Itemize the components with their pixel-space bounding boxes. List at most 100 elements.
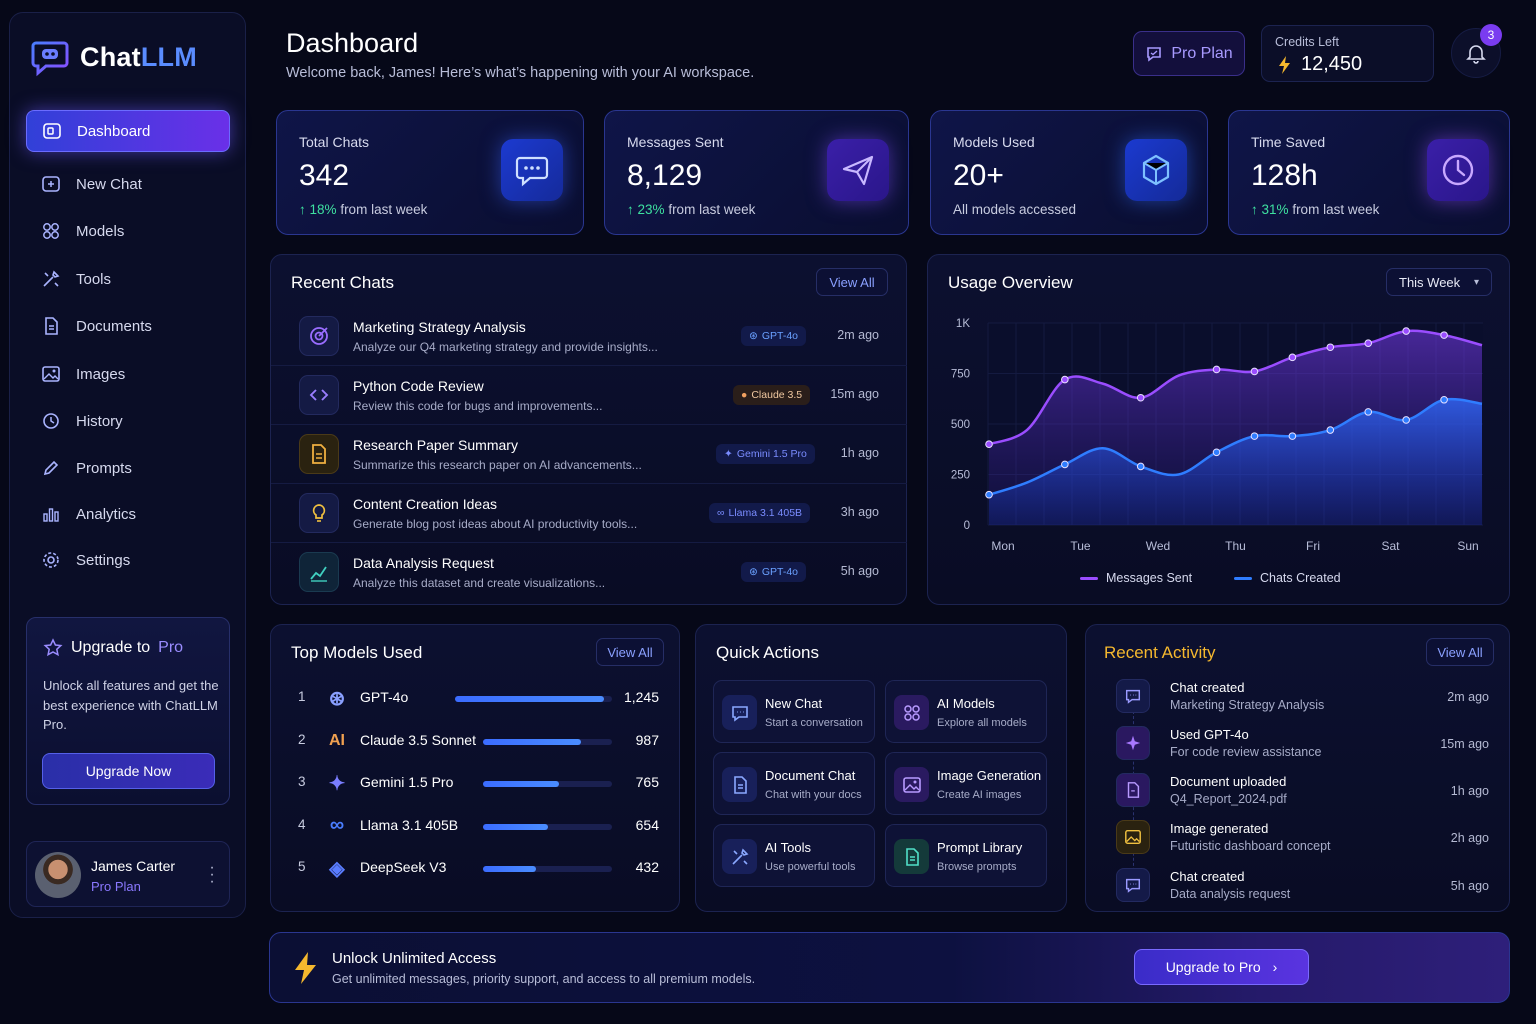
upgrade-description: Unlock all features and get the best exp… xyxy=(43,678,219,732)
chat-time: 5h ago xyxy=(840,564,879,578)
upgrade-now-button[interactable]: Upgrade Now xyxy=(42,753,215,789)
pro-plan-button[interactable]: Pro Plan xyxy=(1133,31,1245,76)
legend-swatch xyxy=(1234,576,1252,580)
model-row[interactable]: 4 ∞ Llama 3.1 405B 654 xyxy=(271,805,681,847)
sidebar-item-label: Settings xyxy=(76,551,131,569)
quick-action-prompt-library[interactable]: Prompt Library Browse prompts xyxy=(885,824,1047,887)
model-count: 987 xyxy=(635,731,659,748)
model-count: 765 xyxy=(635,774,659,790)
stat-label: Total Chats xyxy=(299,134,370,150)
data-point[interactable] xyxy=(1364,339,1373,348)
activity-item[interactable]: Chat created Data analysis request 5h ag… xyxy=(1086,864,1511,911)
more-icon[interactable]: · · · xyxy=(209,859,215,890)
activity-item[interactable]: Chat created Marketing Strategy Analysis… xyxy=(1086,675,1511,722)
stat-card-models-used: Models Used 20+ All models accessed xyxy=(930,110,1208,235)
model-name: GPT-4o xyxy=(360,689,409,705)
data-point[interactable] xyxy=(1250,432,1259,440)
sidebar-item-settings[interactable]: Settings xyxy=(26,539,230,581)
model-row[interactable]: 3 ✦ Gemini 1.5 Pro 765 xyxy=(271,762,681,804)
sidebar-item-label: History xyxy=(76,412,123,430)
recent-chats-panel: Recent Chats View All Marketing Strategy… xyxy=(270,254,907,605)
data-point[interactable] xyxy=(1061,460,1069,469)
data-point[interactable] xyxy=(1402,416,1410,424)
gemini-icon: ✦ xyxy=(724,448,733,460)
quick-action-ai-models[interactable]: AI Models Explore all models xyxy=(885,680,1047,743)
x-tick-label: Tue xyxy=(1070,539,1091,553)
cube-icon xyxy=(1125,139,1187,201)
quick-action-ai-tools[interactable]: AI Tools Use powerful tools xyxy=(713,824,875,887)
data-point[interactable] xyxy=(1212,365,1221,374)
chat-row[interactable]: Research Paper Summary ✦ Gemini 1.5 Pro S… xyxy=(271,425,907,484)
activity-item[interactable]: Document uploaded Q4_Report_2024.pdf 1h … xyxy=(1086,769,1511,816)
sidebar-item-models[interactable]: Models xyxy=(26,210,230,252)
sidebar-item-dashboard[interactable]: Dashboard xyxy=(26,110,230,152)
model-row[interactable]: 5 ◈ DeepSeek V3 432 xyxy=(271,847,681,889)
chat-row[interactable]: Content Creation Ideas Generate blog pos… xyxy=(271,484,907,543)
app-logo[interactable]: ChatLLM xyxy=(30,37,197,77)
data-point[interactable] xyxy=(1402,327,1410,335)
x-tick-label: Mon xyxy=(991,539,1014,553)
user-card[interactable]: James Carter Pro Plan · · · xyxy=(26,841,230,907)
model-rank: 4 xyxy=(298,816,306,832)
data-point[interactable] xyxy=(1061,375,1069,384)
data-point[interactable] xyxy=(1440,331,1448,339)
lightbulb-icon xyxy=(299,493,339,533)
sidebar-item-new-chat[interactable]: New Chat xyxy=(26,163,230,205)
y-tick-label: 0 xyxy=(964,520,970,532)
openai-icon: ⊛ xyxy=(328,687,346,710)
data-point[interactable] xyxy=(985,490,993,499)
range-select[interactable]: This Week ▾ xyxy=(1386,268,1492,296)
data-point[interactable] xyxy=(1326,426,1335,434)
data-point[interactable] xyxy=(1136,462,1145,471)
sidebar-item-history[interactable]: History xyxy=(26,400,230,442)
data-point[interactable] xyxy=(1440,395,1448,404)
quick-action-new-chat[interactable]: New Chat Start a conversation xyxy=(713,680,875,743)
chat-row[interactable]: Python Code Review Review this code for … xyxy=(271,366,907,425)
data-point[interactable] xyxy=(985,440,993,448)
upgrade-to-pro-button[interactable]: Upgrade to Pro › xyxy=(1134,949,1309,985)
view-all-button[interactable]: View All xyxy=(596,638,664,666)
chat-title: Python Code Review xyxy=(353,378,484,394)
data-point[interactable] xyxy=(1212,448,1221,457)
chat-title: Data Analysis Request xyxy=(353,555,494,571)
sidebar-item-prompts[interactable]: Prompts xyxy=(26,447,230,489)
crown-chat-icon xyxy=(1145,45,1163,63)
panel-title: Top Models Used xyxy=(291,643,423,662)
sidebar-item-analytics[interactable]: Analytics xyxy=(26,493,230,535)
data-point[interactable] xyxy=(1136,393,1145,402)
usage-bar-fill xyxy=(455,696,605,702)
sidebar-item-tools[interactable]: Tools xyxy=(26,258,230,300)
image-icon xyxy=(894,767,929,802)
sidebar-item-documents[interactable]: Documents xyxy=(26,305,230,347)
openai-icon: ⊛ xyxy=(749,566,758,578)
star-icon xyxy=(43,638,63,658)
chat-snippet: Generate blog post ideas about AI produc… xyxy=(353,517,638,531)
chat-row[interactable]: Marketing Strategy Analysis Analyze our … xyxy=(271,307,907,366)
model-count: 432 xyxy=(635,859,659,875)
model-row[interactable]: 2 AI Claude 3.5 Sonnet 987 xyxy=(271,720,681,762)
legend-item: Chats Created xyxy=(1234,571,1341,585)
user-name: James Carter xyxy=(91,858,176,874)
data-point[interactable] xyxy=(1288,353,1297,362)
data-point[interactable] xyxy=(1250,367,1259,376)
data-point[interactable] xyxy=(1364,408,1373,416)
activity-item[interactable]: Used GPT-4o For code review assistance 1… xyxy=(1086,722,1511,769)
quick-action-image-generation[interactable]: Image Generation Create AI images xyxy=(885,752,1047,815)
data-point[interactable] xyxy=(1288,432,1297,440)
x-tick-label: Thu xyxy=(1225,539,1246,553)
chat-snippet: Analyze this dataset and create visualiz… xyxy=(353,576,606,590)
view-all-button[interactable]: View All xyxy=(816,268,888,296)
model-row[interactable]: 1 ⊛ GPT-4o 1,245 xyxy=(271,677,681,719)
chart-icon xyxy=(299,552,339,592)
data-point[interactable] xyxy=(1326,343,1335,352)
meta-icon: ∞ xyxy=(329,814,345,836)
anthropic-icon: AI xyxy=(329,731,345,749)
view-all-button[interactable]: View All xyxy=(1426,638,1494,666)
sidebar-item-images[interactable]: Images xyxy=(26,353,230,395)
chat-row[interactable]: Data Analysis Request Analyze this datas… xyxy=(271,543,907,602)
panel-title: Recent Activity xyxy=(1104,643,1216,662)
y-tick-label: 500 xyxy=(951,419,970,431)
activity-item[interactable]: Image generated Futuristic dashboard con… xyxy=(1086,816,1511,863)
quick-action-document-chat[interactable]: Document Chat Chat with your docs xyxy=(713,752,875,815)
panel-title: Usage Overview xyxy=(948,273,1073,292)
